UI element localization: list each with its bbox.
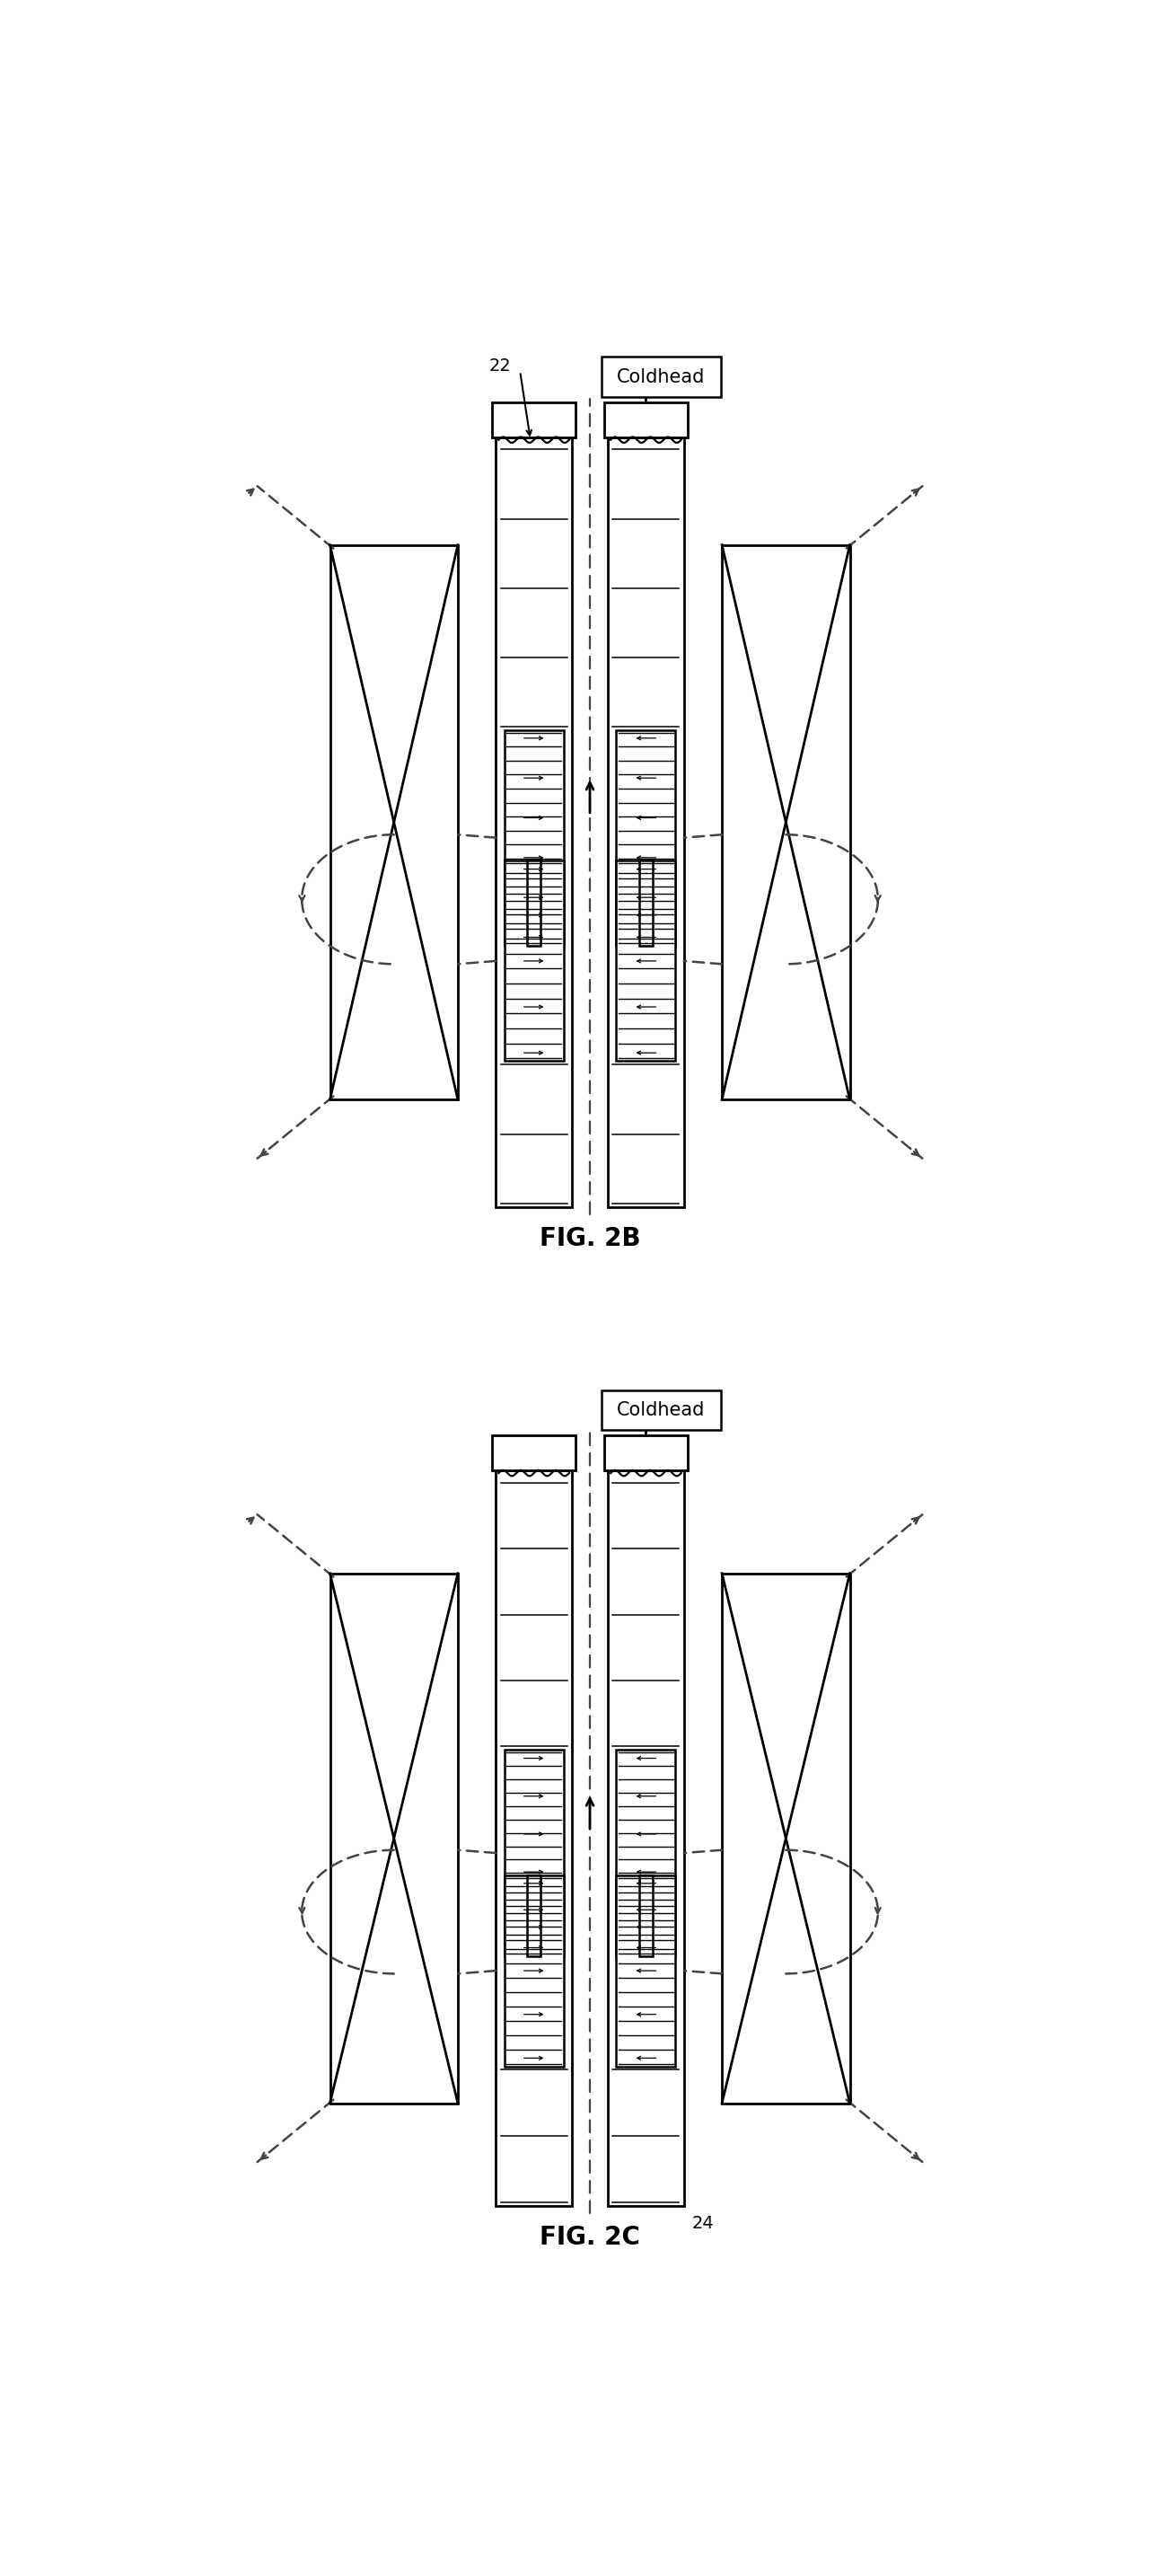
- Bar: [527, 1875, 541, 1955]
- Bar: [608, 1471, 684, 2205]
- FancyBboxPatch shape: [601, 1391, 721, 1430]
- Bar: [604, 1435, 687, 1471]
- Bar: [616, 860, 676, 1061]
- Bar: [639, 1875, 653, 1955]
- Bar: [639, 860, 653, 945]
- Bar: [504, 1749, 564, 1955]
- Bar: [616, 1749, 676, 1955]
- Bar: [496, 438, 572, 1208]
- Bar: [616, 1875, 676, 2066]
- Bar: [604, 402, 687, 438]
- Bar: [608, 438, 684, 1208]
- Bar: [722, 1574, 849, 2102]
- Bar: [504, 860, 564, 1061]
- Bar: [330, 1574, 458, 2102]
- Text: 24: 24: [692, 2215, 715, 2231]
- Bar: [493, 1435, 576, 1471]
- Text: FIG. 2C: FIG. 2C: [540, 2226, 640, 2249]
- FancyBboxPatch shape: [601, 358, 721, 397]
- Bar: [496, 1471, 572, 2205]
- Bar: [722, 546, 849, 1100]
- Text: FIG. 2B: FIG. 2B: [540, 1226, 640, 1252]
- Bar: [504, 1875, 564, 2066]
- Bar: [527, 860, 541, 945]
- Bar: [616, 729, 676, 945]
- Bar: [493, 402, 576, 438]
- Text: Coldhead: Coldhead: [617, 368, 706, 386]
- Text: 22: 22: [489, 358, 511, 374]
- Bar: [330, 546, 458, 1100]
- Bar: [504, 729, 564, 945]
- Text: Coldhead: Coldhead: [617, 1401, 706, 1419]
